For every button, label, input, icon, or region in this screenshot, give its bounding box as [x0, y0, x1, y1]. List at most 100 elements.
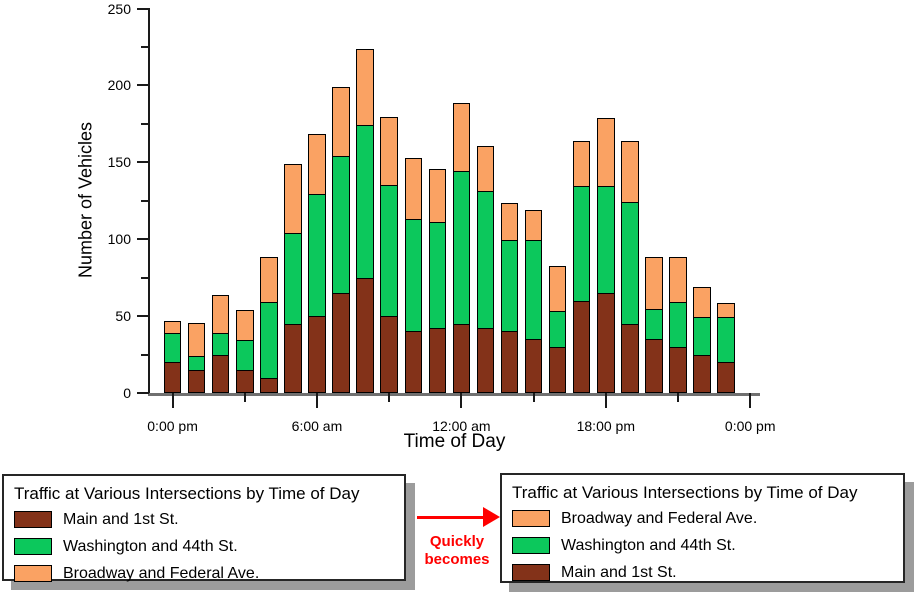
- y-axis-tick-label: 0: [123, 385, 131, 401]
- arrow-line: [417, 516, 485, 519]
- y-axis-minor-tick: [141, 353, 149, 356]
- bar-10: [380, 116, 398, 393]
- bar-7-segment: [308, 194, 326, 318]
- bar-6-segment: [284, 323, 302, 393]
- bar-20-segment: [621, 201, 639, 325]
- x-axis-tick-label: 0:00 pm: [147, 418, 198, 434]
- bar-4-segment: [236, 340, 254, 371]
- y-axis-minor-tick: [141, 45, 149, 48]
- bar-17-segment: [548, 346, 567, 393]
- legend-title: Traffic at Various Intersections by Time…: [512, 483, 858, 502]
- bar-11: [404, 158, 422, 393]
- bar-13-segment: [452, 102, 471, 172]
- bar-19-segment: [597, 186, 615, 295]
- legend-item-label: Main and 1st St.: [63, 511, 179, 528]
- x-axis-major-tick: [315, 393, 318, 408]
- bar-8-segment: [332, 87, 350, 157]
- y-axis-major-tick: [137, 84, 149, 87]
- bar-7: [308, 133, 326, 393]
- legend-item: Washington and 44th St.: [12, 538, 396, 555]
- y-axis-tick-label: 200: [107, 77, 131, 94]
- legend-box-before: Traffic at Various Intersections by Time…: [2, 474, 406, 582]
- bar-2: [187, 322, 206, 393]
- legend-box-after: Traffic at Various Intersections by Time…: [500, 473, 905, 583]
- bar-2-segment: [187, 369, 206, 393]
- legend-item: Main and 1st St.: [510, 564, 895, 581]
- x-axis-line: [148, 393, 760, 396]
- bar-21-segment: [645, 339, 663, 393]
- bar-14-segment: [476, 191, 495, 330]
- bar-15-segment: [500, 202, 519, 242]
- bar-18-segment: [572, 186, 591, 302]
- legend-color-swatch: [14, 565, 52, 582]
- plot-area: 0 50 100 150 200 250 0:00 pm 6:00 am 12:00 am 18:…: [108, 1, 776, 435]
- bar-20-segment: [621, 141, 639, 203]
- bar-4-segment: [236, 310, 254, 342]
- y-axis-tick-label: 250: [107, 0, 131, 17]
- y-axis-minor-tick: [141, 122, 149, 125]
- legend-title: Traffic at Various Intersections by Time…: [14, 484, 360, 503]
- bar-3: [211, 295, 230, 393]
- x-axis-tick-label: 12:00 am: [432, 418, 491, 434]
- bar-5-segment: [260, 256, 278, 303]
- legend-color-swatch: [14, 511, 52, 528]
- bar-6: [284, 164, 302, 393]
- y-axis-line: [148, 8, 150, 395]
- bar-22-segment: [669, 301, 687, 348]
- bar-10-segment: [380, 116, 398, 186]
- legend-item-label: Washington and 44th St.: [561, 537, 736, 554]
- x-axis-tick-label: 0:00 pm: [724, 418, 776, 434]
- bar-23-segment: [693, 354, 711, 393]
- bar-16-segment: [524, 240, 543, 341]
- bar-15: [500, 202, 519, 393]
- x-axis-minor-tick: [388, 393, 391, 402]
- bar-2-segment: [187, 322, 206, 357]
- legend-item: Washington and 44th St.: [510, 537, 895, 554]
- bar-18: [572, 141, 591, 393]
- x-axis-minor-tick: [243, 393, 246, 402]
- bar-24: [717, 302, 735, 393]
- bar-9: [356, 48, 374, 393]
- bar-17: [548, 265, 567, 393]
- x-axis-major-tick: [460, 393, 463, 408]
- bar-5-segment: [260, 377, 278, 393]
- y-axis-tick-label: 50: [115, 308, 131, 325]
- y-axis-major-tick: [137, 392, 149, 394]
- bar-24-segment: [717, 302, 735, 319]
- bar-13-segment: [452, 171, 471, 325]
- bar-10-segment: [380, 316, 398, 393]
- y-axis-tick-label: 100: [107, 231, 131, 248]
- bar-16-segment: [524, 210, 543, 242]
- bar-5-segment: [260, 301, 278, 379]
- bar-1: [163, 321, 182, 393]
- bar-12-segment: [428, 328, 447, 393]
- bar-24-segment: [717, 362, 735, 393]
- bar-23: [693, 287, 711, 393]
- legend-items: Broadway and Federal Ave. Washington and …: [510, 510, 895, 581]
- y-axis-title: Number of Vehicles: [75, 121, 96, 279]
- legend-color-swatch: [14, 538, 52, 555]
- bar-14: [476, 145, 495, 393]
- bar-22-segment: [669, 256, 687, 303]
- bar-19-segment: [597, 293, 615, 393]
- y-axis-minor-tick: [141, 276, 149, 279]
- x-axis-major-tick: [171, 393, 174, 408]
- legend-item: Main and 1st St.: [12, 511, 396, 528]
- bar-13-segment: [452, 323, 471, 393]
- bar-5: [260, 256, 278, 393]
- legend-item-label: Main and 1st St.: [561, 564, 677, 581]
- bar-12-segment: [428, 221, 447, 330]
- bar-2-segment: [187, 355, 206, 371]
- bar-3-segment: [211, 354, 230, 393]
- legend-item-label: Washington and 44th St.: [63, 538, 238, 555]
- bar-18-segment: [572, 300, 591, 393]
- bar-19: [597, 118, 615, 393]
- bar-21-segment: [645, 256, 663, 311]
- bar-16-segment: [524, 339, 543, 393]
- bar-3-segment: [211, 332, 230, 356]
- bar-1-segment: [163, 332, 182, 364]
- legend-item: Broadway and Federal Ave.: [510, 510, 895, 527]
- x-axis-major-tick: [604, 393, 607, 408]
- bar-6-segment: [284, 232, 302, 325]
